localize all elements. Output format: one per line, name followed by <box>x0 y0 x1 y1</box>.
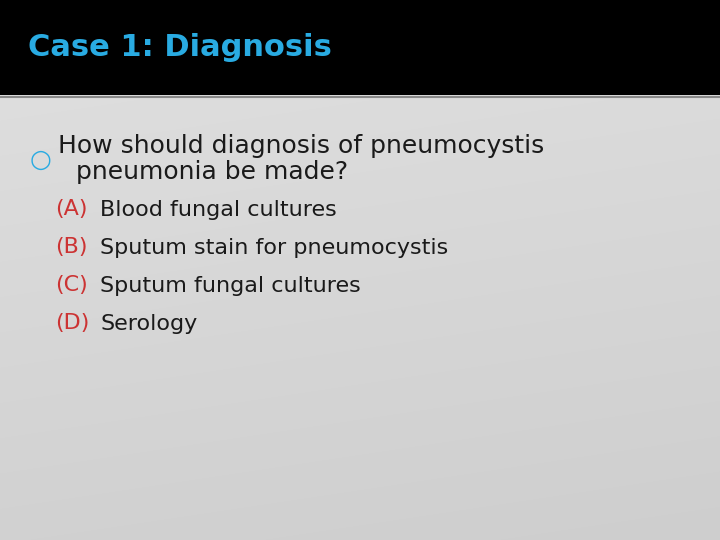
Text: pneumonia be made?: pneumonia be made? <box>76 160 348 185</box>
Bar <box>0 0 720 94</box>
Text: (D): (D) <box>55 314 89 334</box>
Text: Blood fungal cultures: Blood fungal cultures <box>100 199 337 219</box>
Text: ○: ○ <box>30 147 52 172</box>
Text: How should diagnosis of pneumocystis: How should diagnosis of pneumocystis <box>58 134 544 159</box>
Text: Serology: Serology <box>100 314 197 334</box>
Text: (B): (B) <box>55 238 88 258</box>
Text: (A): (A) <box>55 199 88 219</box>
Text: Case 1: Diagnosis: Case 1: Diagnosis <box>28 33 332 62</box>
Text: Sputum fungal cultures: Sputum fungal cultures <box>100 275 361 295</box>
Text: (C): (C) <box>55 275 88 295</box>
Text: Sputum stain for pneumocystis: Sputum stain for pneumocystis <box>100 238 449 258</box>
